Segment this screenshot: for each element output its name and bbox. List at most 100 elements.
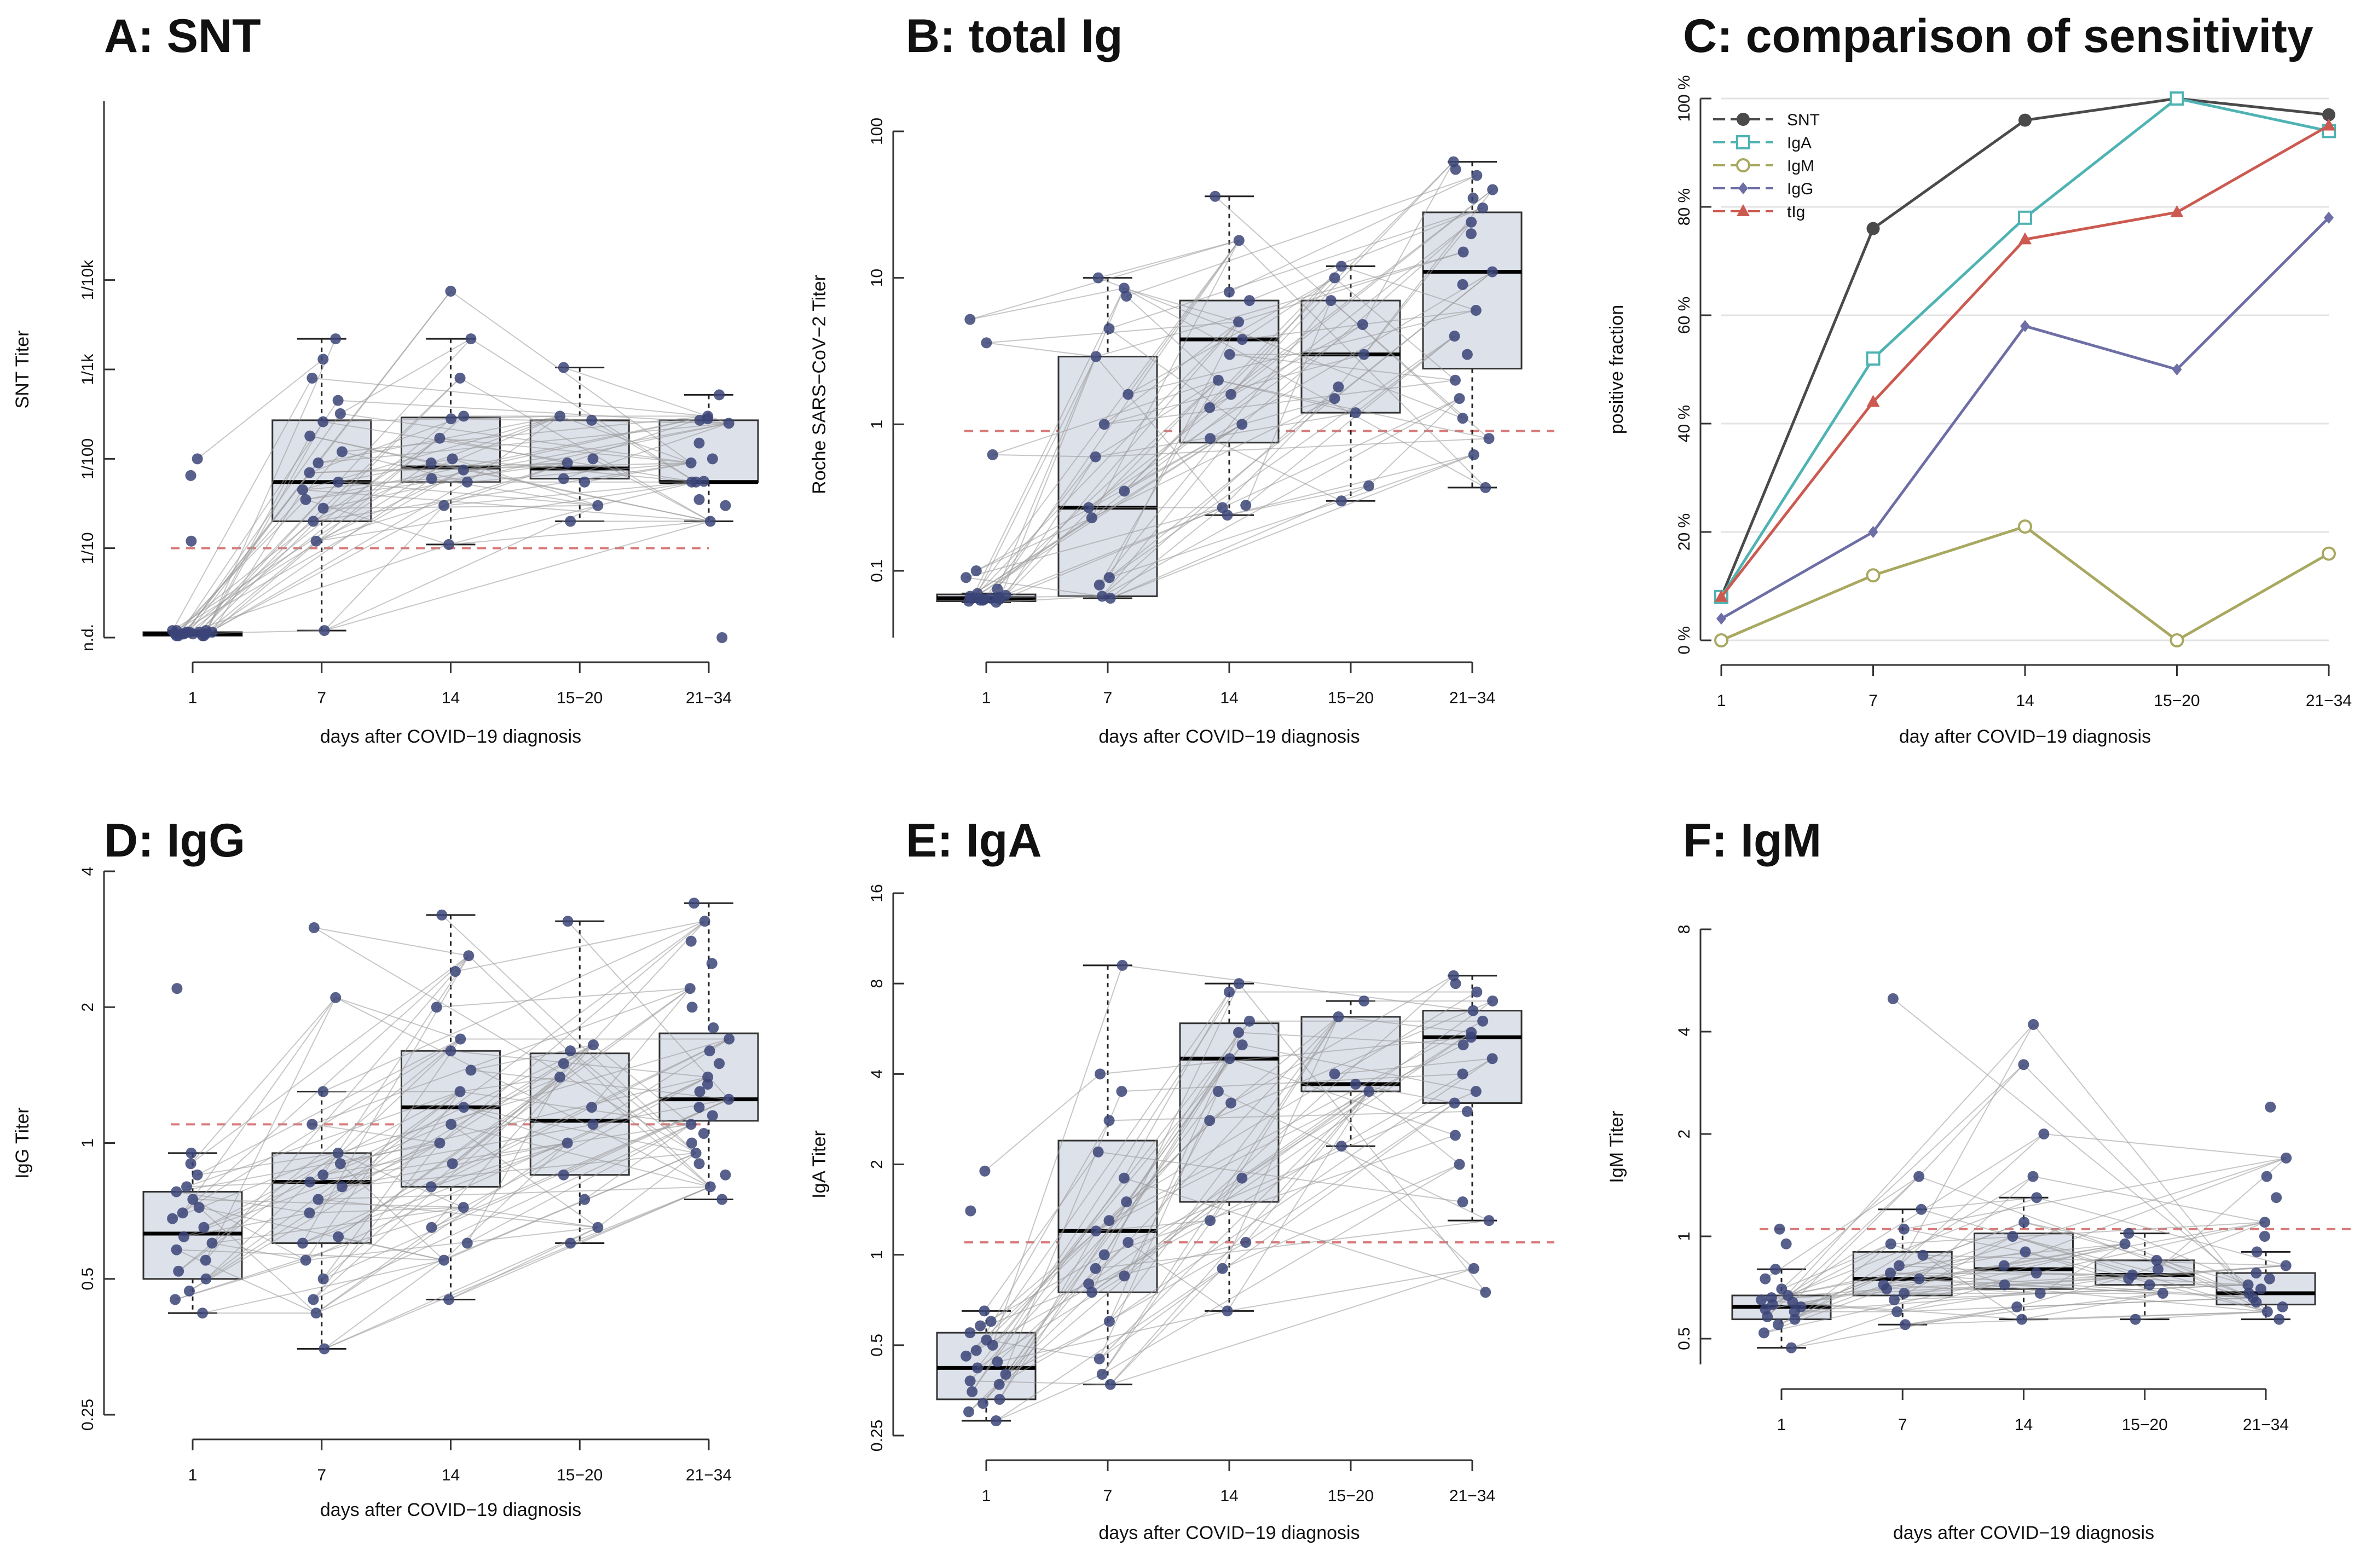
data-point: [458, 1102, 470, 1113]
data-point: [1471, 986, 1483, 998]
patient-connector: [313, 437, 440, 522]
y-tick-label: 1: [1675, 1232, 1693, 1241]
data-point: [554, 410, 566, 422]
data-point: [1123, 1236, 1134, 1248]
data-point: [558, 1058, 569, 1069]
patient-connector: [984, 1073, 1101, 1172]
patient-connector: [1239, 240, 1486, 488]
patient-connector: [316, 481, 696, 542]
y-tick-label: 0.5: [1675, 1327, 1693, 1350]
data-point: [1449, 374, 1461, 386]
patient-connector: [338, 400, 729, 424]
x-tick-label: 7: [1103, 689, 1113, 707]
data-point: [1770, 1264, 1781, 1275]
data-point: [1103, 1316, 1115, 1327]
data-point: [977, 1398, 988, 1409]
data-point: [310, 1307, 322, 1319]
data-point: [334, 1158, 346, 1170]
y-axis-label: SNT Titer: [12, 331, 33, 409]
data-point: [964, 1327, 976, 1339]
data-point: [1210, 190, 1221, 202]
patient-connector: [1919, 1278, 2267, 1312]
data-point: [2027, 1171, 2039, 1182]
data-point: [1325, 295, 1337, 306]
patient-connector: [2033, 1024, 2254, 1298]
x-axis-label: days after COVID−19 diagnosis: [320, 1500, 581, 1520]
data-point: [704, 1181, 716, 1193]
patient-connector: [1098, 277, 1463, 419]
patient-connector: [309, 921, 705, 1214]
legend-label: IgG: [1787, 180, 1813, 198]
patient-connector: [316, 1152, 696, 1314]
patient-connector: [340, 1163, 444, 1261]
data-point: [1092, 1146, 1104, 1158]
y-axis-label: IgG Titer: [12, 1107, 33, 1178]
data-point: [170, 1294, 181, 1305]
patient-connector: [1088, 189, 1493, 508]
patient-connector: [439, 437, 691, 464]
data-point: [2157, 1288, 2168, 1299]
data-point: [2127, 1269, 2138, 1281]
patient-connector: [1209, 189, 1493, 408]
data-point: [2016, 1314, 2028, 1325]
data-point: [971, 1362, 983, 1374]
data-point: [2251, 1246, 2263, 1258]
data-point: [1233, 235, 1245, 246]
patient-connector: [322, 1091, 461, 1280]
data-point: [1092, 272, 1104, 283]
data-point: [2151, 1254, 2162, 1266]
data-point: [306, 372, 318, 384]
patient-connector: [199, 1207, 317, 1314]
data-point: [308, 922, 320, 934]
patient-connector: [431, 1142, 568, 1188]
data-point: [1205, 433, 1216, 444]
patient-connector: [969, 1120, 1210, 1381]
y-tick-label: 1: [868, 420, 886, 429]
patient-connector: [1126, 991, 1477, 1202]
panel-e-iga: E: IgA 0.25 0.5 1 2 4 8 16 1 7 14 15−20 21−34 days af…: [809, 814, 1554, 1543]
data-point: [2028, 1019, 2039, 1030]
data-point: [1329, 272, 1340, 283]
data-point: [1098, 419, 1110, 430]
panel-title: F: IgM: [1683, 814, 1821, 867]
data-point: [1468, 449, 1479, 460]
y-tick-label: 1: [868, 1250, 886, 1259]
data-point: [1477, 202, 1489, 213]
patient-connector: [2016, 1274, 2133, 1307]
series-marker: [2322, 108, 2335, 121]
data-point: [447, 1158, 458, 1170]
series-marker: [1737, 204, 1750, 216]
patient-connector: [1227, 1091, 1369, 1311]
y-axis-label: IgM Titer: [1606, 1110, 1627, 1183]
data-point: [979, 1305, 990, 1317]
data-point: [1486, 1053, 1498, 1064]
x-tick-label: 1: [1717, 692, 1726, 710]
patient-connector: [570, 1050, 697, 1154]
patient-connector: [323, 505, 444, 631]
series-marker: [1716, 612, 1726, 625]
patient-connector: [323, 1098, 729, 1176]
patient-connector: [183, 1142, 440, 1237]
data-point: [1204, 1115, 1216, 1126]
data-point: [1104, 1379, 1116, 1390]
data-point: [706, 958, 718, 969]
data-point: [1467, 193, 1479, 204]
data-point: [465, 333, 477, 345]
data-point: [693, 494, 705, 505]
series-marker: [1866, 568, 1881, 583]
x-tick-label: 7: [1103, 1487, 1113, 1505]
data-point: [981, 1334, 992, 1346]
patient-connector: [984, 1152, 1099, 1311]
patient-connector: [449, 520, 710, 545]
patient-connector: [450, 1124, 598, 1228]
data-point: [1103, 323, 1115, 334]
data-point: [1083, 502, 1095, 513]
data-point: [1898, 1223, 1910, 1235]
series-marker: [1738, 182, 1748, 194]
data-point: [2281, 1152, 2292, 1164]
data-point: [684, 983, 696, 994]
patient-connector: [998, 1091, 1123, 1385]
patient-connector: [1126, 175, 1477, 297]
data-point: [1119, 1270, 1130, 1282]
data-point: [1204, 402, 1216, 413]
